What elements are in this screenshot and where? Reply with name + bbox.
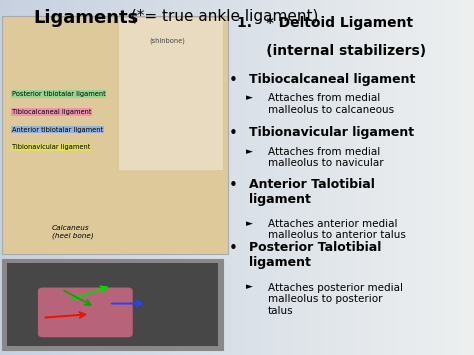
- Text: Posterior tibiotalar ligament: Posterior tibiotalar ligament: [12, 91, 106, 97]
- Text: 1.   * Deltoid Ligament: 1. * Deltoid Ligament: [237, 16, 413, 30]
- Text: •: •: [228, 241, 237, 256]
- Text: Attaches posterior medial
malleolus to posterior
talus: Attaches posterior medial malleolus to p…: [268, 283, 403, 316]
- FancyBboxPatch shape: [7, 263, 218, 346]
- Text: (shinbone): (shinbone): [149, 37, 185, 44]
- FancyBboxPatch shape: [2, 259, 223, 350]
- Text: Ligaments: Ligaments: [33, 9, 138, 27]
- FancyBboxPatch shape: [38, 288, 133, 337]
- Text: •: •: [228, 178, 237, 192]
- Text: ►: ►: [246, 219, 253, 228]
- Text: Tibiocalcaneal ligament: Tibiocalcaneal ligament: [249, 73, 415, 86]
- Text: Tibionavicular ligament: Tibionavicular ligament: [12, 144, 90, 150]
- Text: Anterior tibiotalar ligament: Anterior tibiotalar ligament: [12, 127, 103, 132]
- Text: •: •: [228, 73, 237, 88]
- Text: •: •: [228, 126, 237, 141]
- Text: Attaches anterior medial
malleolus to anterior talus: Attaches anterior medial malleolus to an…: [268, 219, 406, 240]
- Text: ►: ►: [246, 283, 253, 291]
- FancyBboxPatch shape: [118, 18, 223, 170]
- FancyBboxPatch shape: [2, 16, 228, 254]
- Text: Attaches from medial
malleolus to navicular: Attaches from medial malleolus to navicu…: [268, 147, 383, 168]
- Text: ►: ►: [246, 147, 253, 155]
- Text: Calcaneus
(heel bone): Calcaneus (heel bone): [52, 225, 94, 239]
- Text: Tibiocalcaneal ligament: Tibiocalcaneal ligament: [12, 109, 91, 115]
- Text: (internal stabilizers): (internal stabilizers): [237, 44, 426, 58]
- Text: Anterior Talotibial
ligament: Anterior Talotibial ligament: [249, 178, 375, 206]
- Text: (*= true ankle ligament): (*= true ankle ligament): [126, 9, 318, 24]
- Text: Posterior Talotibial
ligament: Posterior Talotibial ligament: [249, 241, 381, 269]
- Text: Attaches from medial
malleolus to calcaneous: Attaches from medial malleolus to calcan…: [268, 93, 394, 115]
- Text: Tibionavicular ligament: Tibionavicular ligament: [249, 126, 414, 139]
- Text: ►: ►: [246, 93, 253, 102]
